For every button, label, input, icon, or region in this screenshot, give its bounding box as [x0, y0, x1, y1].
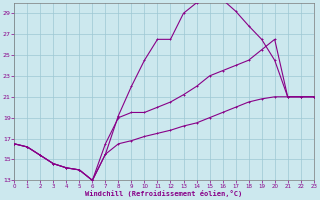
X-axis label: Windchill (Refroidissement éolien,°C): Windchill (Refroidissement éolien,°C): [85, 190, 243, 197]
